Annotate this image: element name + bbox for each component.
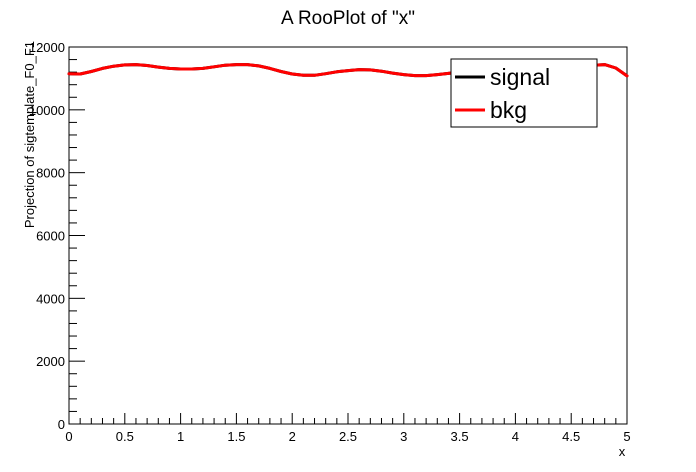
x-tick-label: 2.5	[339, 429, 357, 444]
y-tick-label: 6000	[36, 229, 65, 244]
x-tick-label: 4	[512, 429, 519, 444]
y-tick-label: 8000	[36, 166, 65, 181]
x-tick-label: 1	[177, 429, 184, 444]
x-tick-label: 5	[623, 429, 630, 444]
x-tick-label: 0.5	[116, 429, 134, 444]
x-axis: 0 0.5 1 1.5 2 2.5 3 3.5 4 4.5 5	[65, 413, 631, 444]
x-tick-label: 2	[289, 429, 296, 444]
x-axis-label: x	[619, 444, 626, 459]
legend-box	[450, 58, 598, 128]
y-tick-label: 2000	[36, 354, 65, 369]
y-tick-label: 12000	[29, 40, 65, 55]
x-tick-label: 0	[65, 429, 72, 444]
y-tick-label: 4000	[36, 291, 65, 306]
x-tick-label: 4.5	[562, 429, 580, 444]
x-tick-label: 3	[400, 429, 407, 444]
y-axis-label: Projection of sigtemplate_F0_F1	[22, 41, 37, 228]
legend: signal bkg	[450, 58, 598, 128]
x-tick-label: 1.5	[227, 429, 245, 444]
y-tick-label: 10000	[29, 103, 65, 118]
legend-bkg-label: bkg	[490, 97, 527, 123]
legend-signal-label: signal	[490, 64, 550, 90]
x-tick-label: 3.5	[451, 429, 469, 444]
chart-title: A RooPlot of "x"	[281, 8, 415, 29]
y-tick-label: 0	[58, 417, 65, 432]
y-axis: 0 2000 4000 6000 8000 10000 12000	[29, 40, 85, 432]
